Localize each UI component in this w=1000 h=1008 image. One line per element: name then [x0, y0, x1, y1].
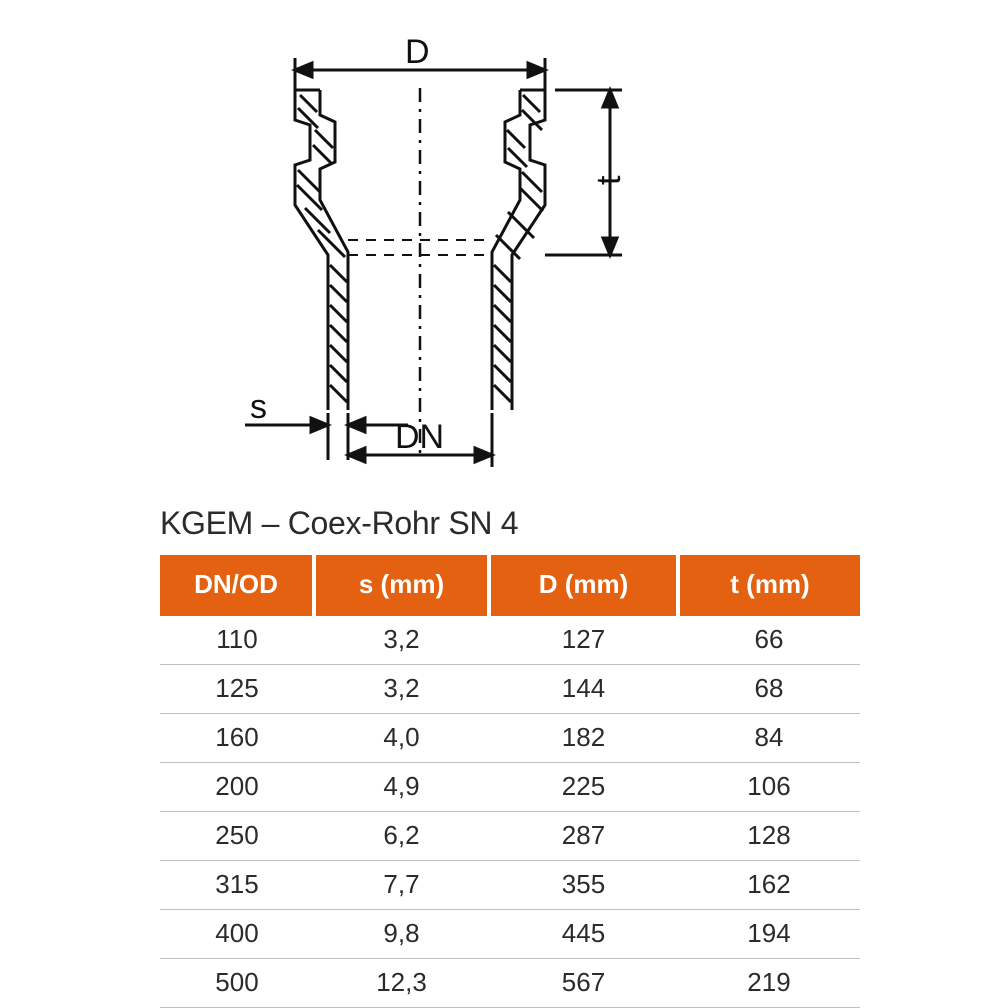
- dim-label-dn: DN: [395, 418, 444, 456]
- dim-label-d: D: [405, 33, 430, 71]
- table-header-cell: D (mm): [489, 555, 678, 616]
- table-row: 2004,9225106: [160, 763, 860, 812]
- table-row: 4009,8445194: [160, 910, 860, 959]
- spec-table: DN/ODs (mm)D (mm)t (mm)1103,2127661253,2…: [160, 555, 860, 1008]
- dim-label-s: s: [250, 388, 267, 426]
- table-row: 50012,3567219: [160, 959, 860, 1008]
- table-row: 1253,214468: [160, 665, 860, 714]
- pipe-technical-drawing: D t: [150, 30, 710, 480]
- table-row: 1604,018284: [160, 714, 860, 763]
- table-header-cell: s (mm): [314, 555, 489, 616]
- table-row: 3157,7355162: [160, 861, 860, 910]
- table-row: 2506,2287128: [160, 812, 860, 861]
- table-header-cell: DN/OD: [160, 555, 314, 616]
- table-header-cell: t (mm): [678, 555, 860, 616]
- dim-label-t: t: [590, 175, 628, 185]
- table-row: 1103,212766: [160, 616, 860, 665]
- table-title: KGEM – Coex-Rohr SN 4: [160, 505, 518, 542]
